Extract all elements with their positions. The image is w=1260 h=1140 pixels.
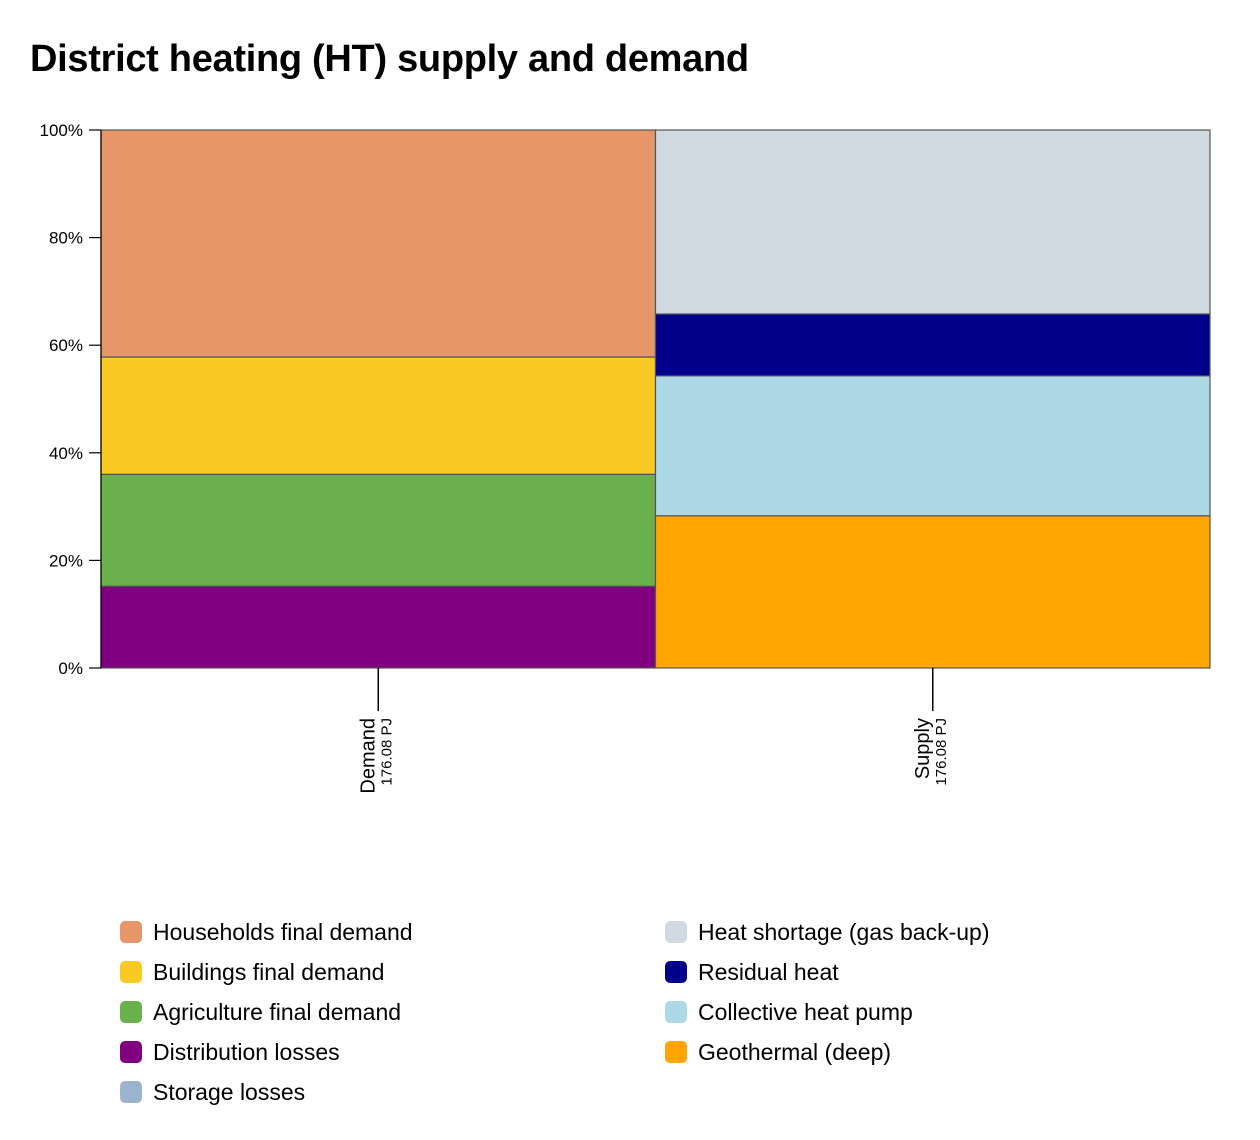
bar-segment-demand-households-final-demand bbox=[100, 129, 657, 358]
bar-segment-demand-agriculture-final-demand bbox=[100, 473, 657, 587]
x-tick-total-label: 176.08 PJ bbox=[933, 718, 950, 786]
legend-swatch bbox=[665, 961, 687, 983]
x-tick-label: Supply bbox=[912, 718, 934, 779]
y-tick-label: 20% bbox=[49, 551, 83, 570]
y-tick-label: 60% bbox=[49, 336, 83, 355]
x-axis: Demand 176.08 PJ Supply 176.08 PJ bbox=[357, 668, 950, 794]
legend-item-geothermal-deep[interactable]: Geothermal (deep) bbox=[665, 1032, 990, 1072]
legend-item-buildings-final-demand[interactable]: Buildings final demand bbox=[120, 952, 413, 992]
y-axis: 0% 20% 40% 60% 80% 100% bbox=[40, 121, 102, 678]
legend-label: Collective heat pump bbox=[698, 998, 913, 1025]
legend-swatch bbox=[120, 921, 142, 943]
y-tick-label: 100% bbox=[40, 121, 83, 140]
legend-column: Heat shortage (gas back-up) Residual heat… bbox=[665, 912, 990, 1072]
legend-swatch bbox=[665, 1001, 687, 1023]
y-tick-label: 80% bbox=[49, 229, 83, 248]
y-tick-label: 40% bbox=[49, 444, 83, 463]
x-tick-label-group: Demand 176.08 PJ bbox=[357, 718, 395, 794]
legend: Households final demand Buildings final d… bbox=[120, 912, 1120, 1122]
y-tick-label: 0% bbox=[58, 659, 83, 678]
bar-segment-supply-geothermal-deep bbox=[654, 515, 1211, 669]
chart-plot: 0%20%40%60%80%100% Demand 176.08 PJ Supply… bbox=[40, 121, 1211, 794]
bar-segment-supply-collective-heat-pump bbox=[654, 375, 1211, 517]
legend-swatch bbox=[120, 1001, 142, 1023]
bar-segment-supply-residual-heat bbox=[654, 313, 1211, 377]
legend-label: Buildings final demand bbox=[153, 958, 385, 985]
x-tick-total-label: 176.08 PJ bbox=[378, 718, 395, 786]
x-tick-label-group: Supply 176.08 PJ bbox=[912, 718, 950, 786]
chart-title: District heating (HT) supply and demand bbox=[30, 38, 749, 80]
legend-item-distribution-losses[interactable]: Distribution losses bbox=[120, 1032, 413, 1072]
legend-label: Storage losses bbox=[153, 1078, 306, 1105]
legend-swatch bbox=[120, 1041, 142, 1063]
legend-item-heat-shortage-gas-back-up[interactable]: Heat shortage (gas back-up) bbox=[665, 912, 990, 952]
legend-swatch bbox=[665, 1041, 687, 1063]
legend-item-collective-heat-pump[interactable]: Collective heat pump bbox=[665, 992, 990, 1032]
legend-item-residual-heat[interactable]: Residual heat bbox=[665, 952, 990, 992]
legend-item-storage-losses[interactable]: Storage losses bbox=[120, 1072, 413, 1112]
bar-segment-demand-buildings-final-demand bbox=[100, 356, 657, 475]
legend-label: Distribution losses bbox=[153, 1038, 340, 1065]
legend-label: Geothermal (deep) bbox=[698, 1038, 892, 1065]
legend-item-agriculture-final-demand[interactable]: Agriculture final demand bbox=[120, 992, 413, 1032]
legend-swatch bbox=[120, 961, 142, 983]
legend-swatch bbox=[665, 921, 687, 943]
legend-label: Heat shortage (gas back-up) bbox=[698, 918, 990, 945]
legend-label: Agriculture final demand bbox=[153, 998, 402, 1025]
bar-stacks bbox=[100, 129, 1211, 669]
bar-segment-supply-heat-shortage-gas-back-up bbox=[654, 129, 1211, 315]
legend-label: Households final demand bbox=[153, 918, 413, 945]
legend-label: Residual heat bbox=[698, 958, 839, 985]
legend-column: Households final demand Buildings final d… bbox=[120, 912, 413, 1112]
legend-item-households-final-demand[interactable]: Households final demand bbox=[120, 912, 413, 952]
bar-segment-demand-distribution-losses bbox=[100, 585, 657, 669]
legend-swatch bbox=[120, 1081, 142, 1103]
x-tick-label: Demand bbox=[357, 718, 379, 794]
